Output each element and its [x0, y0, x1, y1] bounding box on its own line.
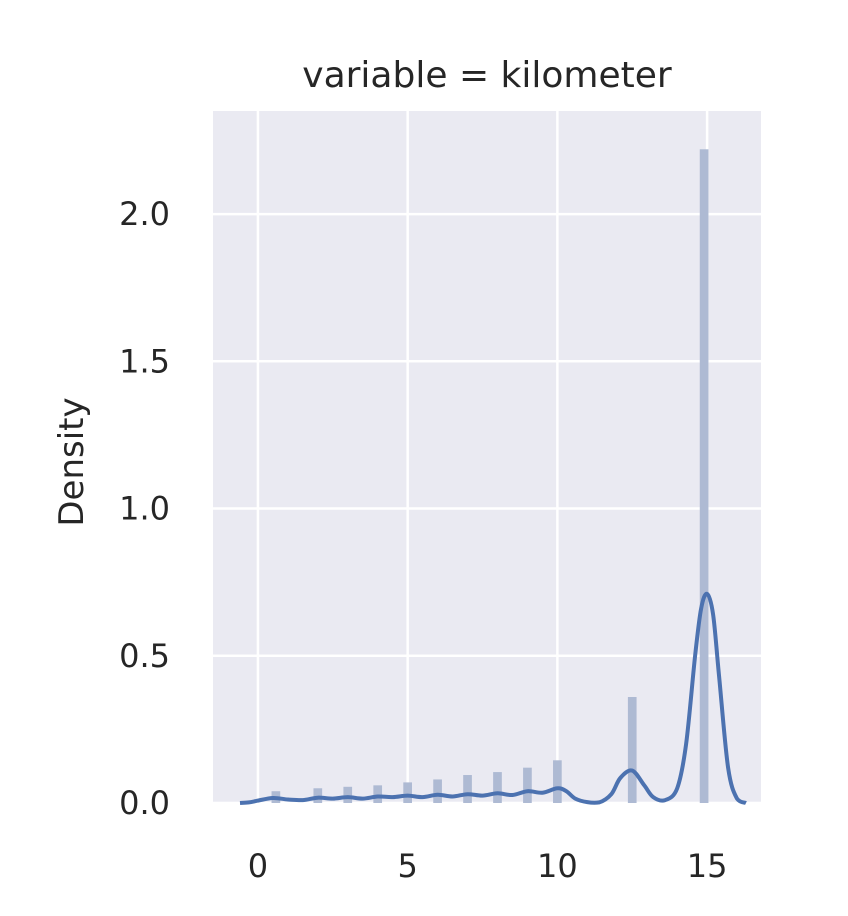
kde-curve-group — [239, 591, 747, 805]
histogram-bar-11 — [699, 149, 709, 803]
histogram-bars — [271, 149, 709, 803]
histogram-bar-3 — [373, 785, 383, 803]
y-tick-label-0: 0.0 — [119, 784, 170, 822]
histogram-bar-2 — [343, 786, 353, 803]
histogram-bar-10 — [627, 696, 637, 803]
histogram-bar-4 — [403, 782, 412, 803]
y-tick-labels: 0.0 0.5 1.0 1.5 2.0 — [119, 195, 170, 822]
histogram-bar-7 — [493, 772, 502, 803]
x-tick-label-3: 15 — [687, 847, 728, 885]
y-tick-label-1: 0.5 — [119, 637, 170, 675]
x-tick-labels: 0 5 10 15 — [248, 847, 728, 885]
histogram-bar-5 — [433, 779, 442, 803]
y-axis-label: Density — [52, 397, 92, 526]
y-tick-label-3: 1.5 — [119, 342, 170, 380]
kde-curve — [239, 591, 747, 805]
x-tick-label-0: 0 — [248, 847, 268, 885]
x-tick-label-1: 5 — [397, 847, 417, 885]
histogram-bar-9 — [553, 760, 562, 803]
y-tick-label-4: 2.0 — [119, 195, 170, 233]
x-tick-label-2: 10 — [537, 847, 578, 885]
histogram-bar-6 — [463, 775, 472, 803]
histogram-bar-1 — [313, 788, 323, 803]
histogram-bar-8 — [523, 767, 532, 803]
y-tick-label-2: 1.0 — [119, 490, 170, 528]
chart-title: variable = kilometer — [302, 55, 672, 96]
plot-background — [213, 111, 761, 803]
